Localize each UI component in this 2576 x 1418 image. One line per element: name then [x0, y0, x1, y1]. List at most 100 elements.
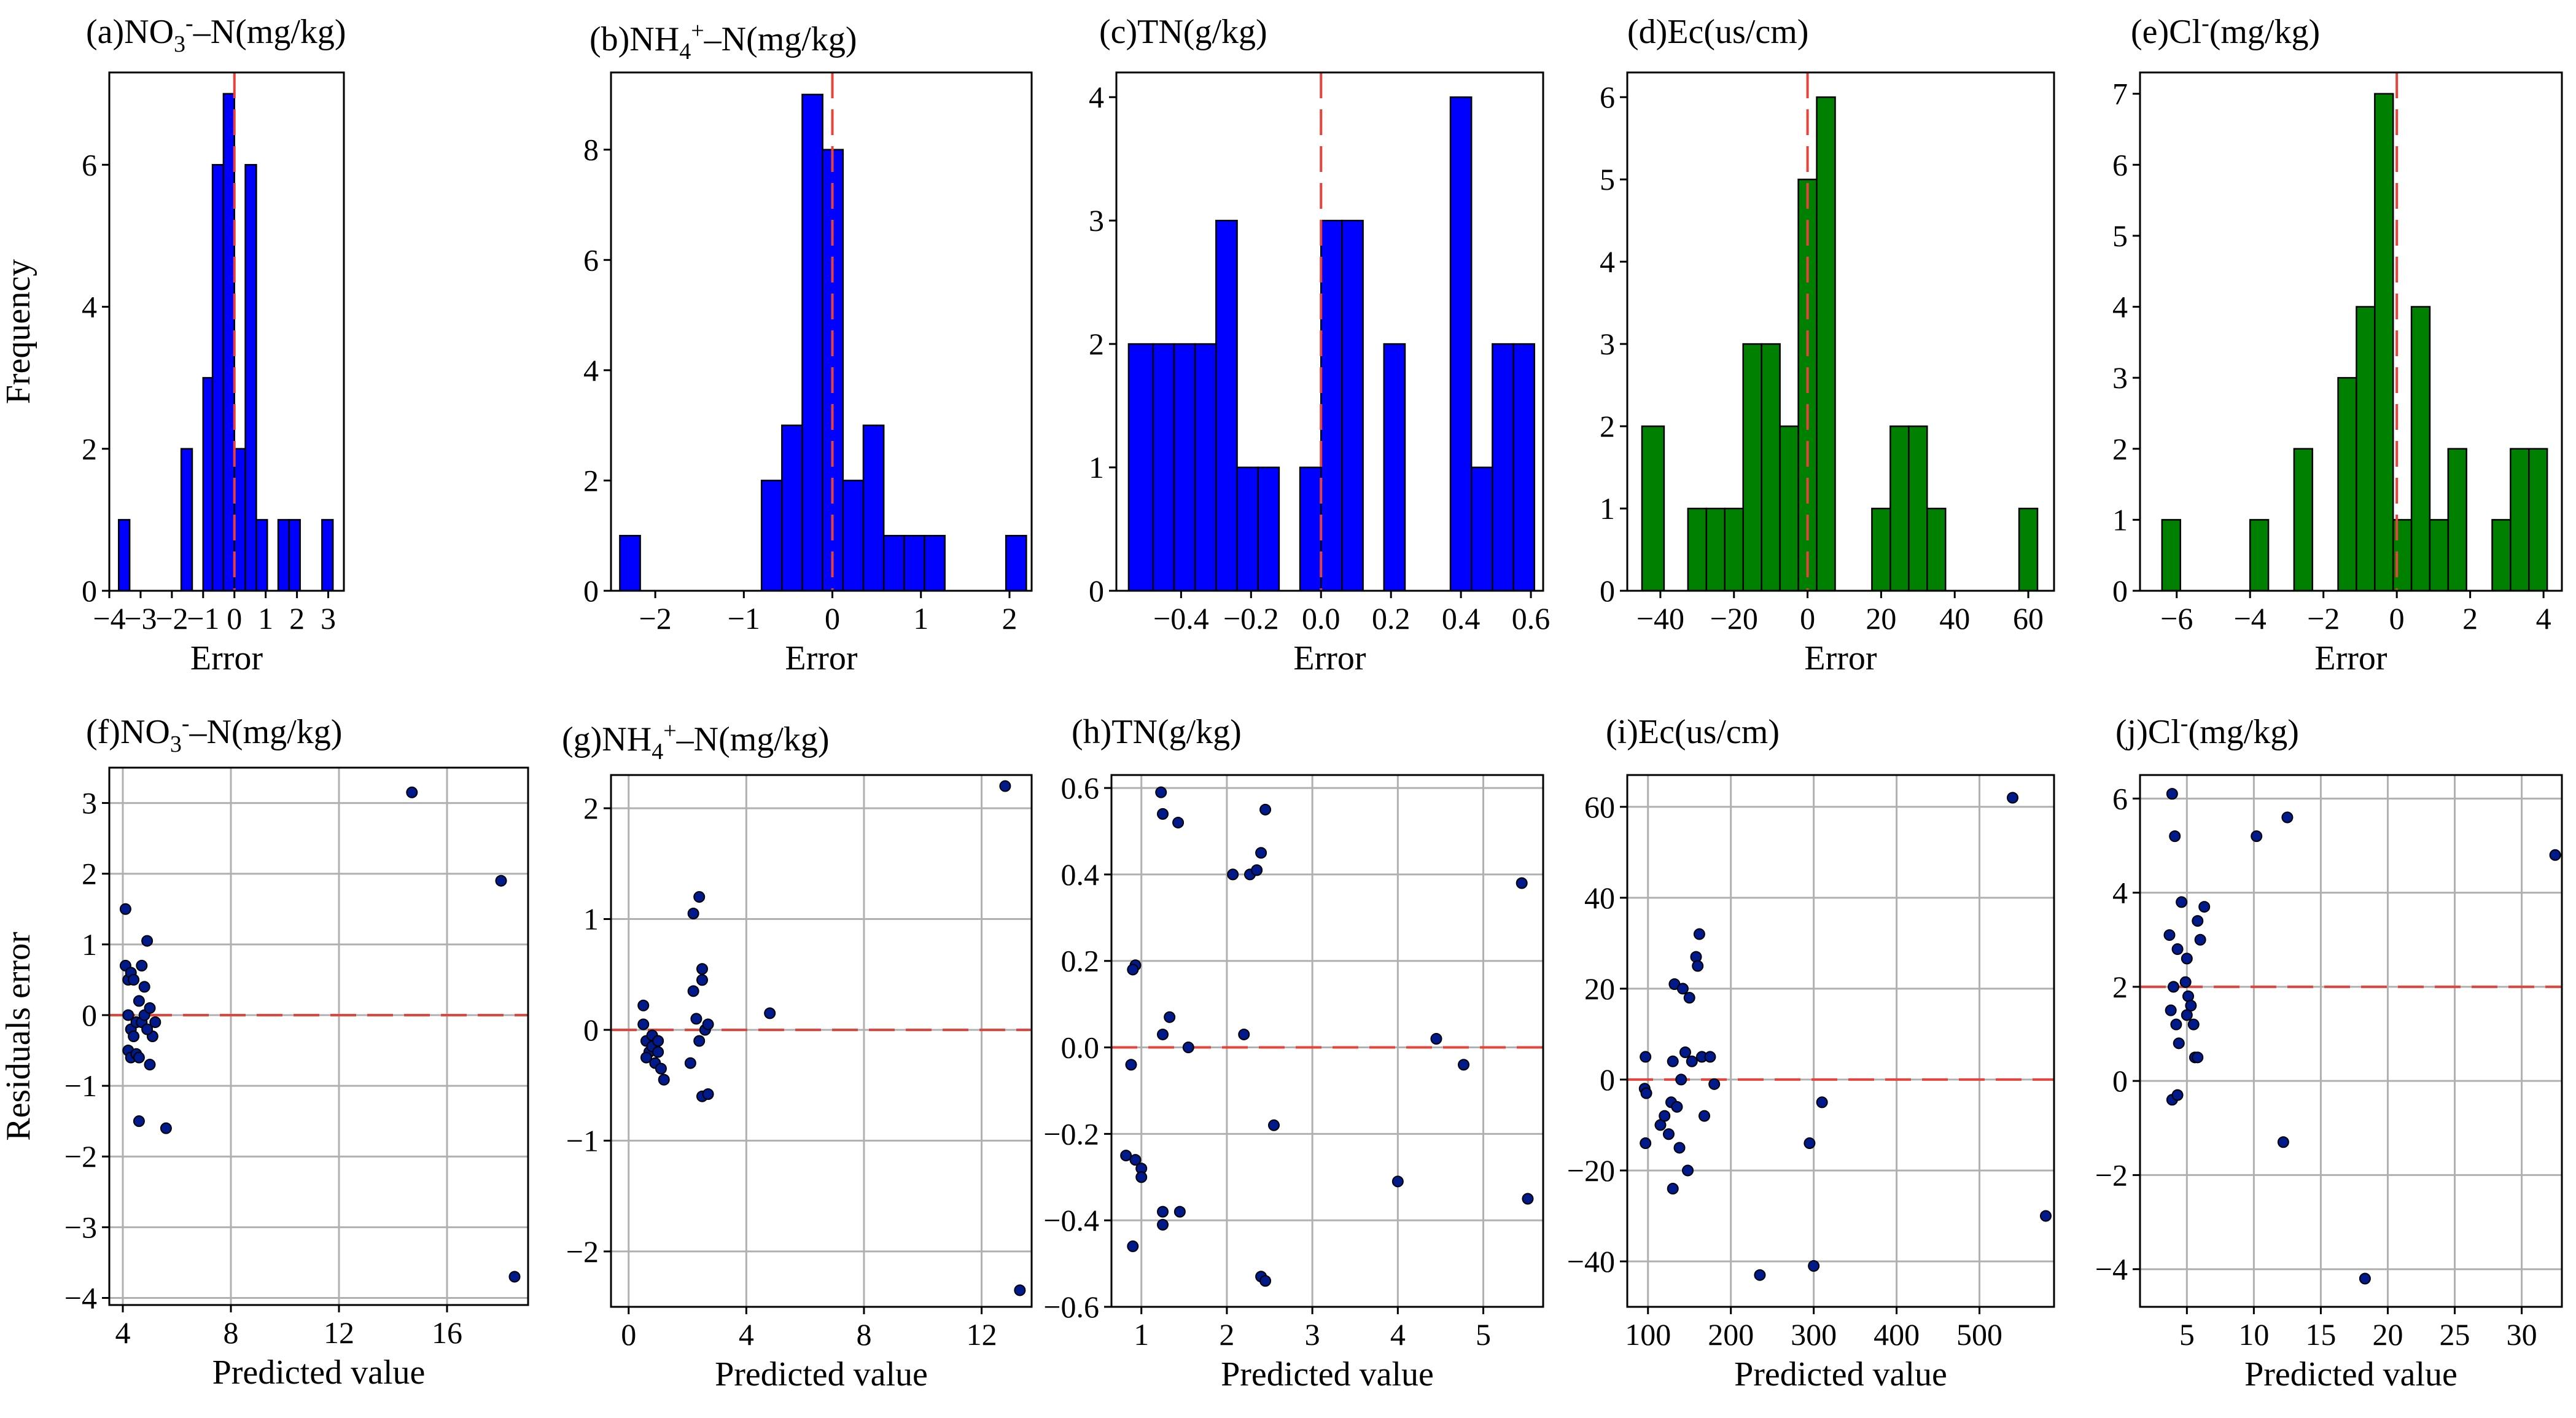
scatter-point — [1157, 1218, 1169, 1231]
scatter-point — [133, 995, 145, 1007]
panel-title-part: –N(mg/kg) — [189, 713, 342, 751]
histogram-bar — [321, 519, 334, 592]
scatter-point — [144, 1059, 156, 1071]
histogram-bar — [202, 376, 214, 592]
histogram-bar — [180, 448, 193, 592]
y-tick-label: 4 — [1089, 80, 1104, 114]
plot-frame — [1626, 71, 2055, 592]
panel-title-part: 4 — [679, 39, 691, 64]
scatter-point — [764, 1007, 776, 1019]
x-axis-title: Error — [1293, 639, 1366, 677]
scatter-point — [2040, 1210, 2052, 1222]
y-tick-label: −2 — [2095, 1158, 2128, 1192]
x-axis-title: Error — [2314, 639, 2387, 677]
histogram-bar — [862, 424, 885, 592]
y-tick-label: 0 — [82, 998, 97, 1032]
scatter-point — [133, 1115, 145, 1128]
y-tick-label: 1 — [1089, 450, 1104, 485]
scatter-point — [1238, 1028, 1250, 1040]
histogram-bar — [1320, 219, 1343, 592]
scatter-point — [2281, 811, 2294, 824]
scatter-point — [1259, 1275, 1272, 1287]
panel-title-part: 4 — [652, 739, 663, 765]
scatter-point — [2277, 1136, 2289, 1148]
y-tick-label: −2 — [566, 1234, 599, 1269]
histogram-bar — [1341, 219, 1364, 592]
x-tick-label: 500 — [1956, 1317, 2002, 1352]
scatter-point — [1659, 1110, 1671, 1122]
x-tick-label: 10 — [2238, 1317, 2269, 1352]
scatter-point — [119, 903, 131, 915]
histogram-bar — [1152, 343, 1175, 592]
scatter-point — [1808, 1260, 1820, 1272]
y-tick-label: 2 — [82, 432, 97, 466]
scatter-point — [1704, 1051, 1716, 1063]
histogram-bar — [1779, 425, 1799, 592]
scatter-point — [1173, 1206, 1186, 1218]
y-tick-label: 0.0 — [1061, 1030, 1100, 1065]
histogram-bar — [222, 93, 235, 592]
scatter-point — [652, 1035, 664, 1047]
histogram-bar — [2491, 519, 2512, 592]
scatter-point — [1675, 1073, 1687, 1086]
y-tick-label: 3 — [2112, 360, 2128, 395]
panel-title: (h)TN(g/kg) — [1072, 713, 1242, 751]
x-tick-label: 4 — [1390, 1317, 1406, 1352]
x-tick-label: 3 — [321, 601, 336, 636]
panel-title-part: - — [185, 10, 193, 36]
x-tick-label: 100 — [1625, 1317, 1671, 1352]
x-tick-label: −4 — [2234, 601, 2267, 636]
scatter-point — [136, 959, 148, 972]
x-tick-label: 0.2 — [1372, 601, 1411, 636]
plot-frame — [1626, 774, 2055, 1308]
histogram-bar — [2249, 519, 2270, 592]
x-axis-title: Predicted value — [2244, 1355, 2457, 1393]
scatter-point — [2179, 976, 2192, 988]
y-tick-label: −1 — [64, 1069, 97, 1103]
y-tick-label: 2 — [2112, 970, 2128, 1004]
histogram-bar — [288, 519, 301, 592]
histogram-bar — [255, 519, 268, 592]
panel-title-part: (c)TN(g/kg) — [1099, 13, 1267, 51]
histogram-bar — [1173, 343, 1196, 592]
histogram-bar — [1742, 343, 1762, 592]
scatter-point — [2165, 1004, 2177, 1016]
histogram-bar — [924, 534, 946, 592]
panel-j-residual-scatter-cl: (j)Cl-(mg/kg) 5 10 15 20 25 30 −4 −2 0 2 4 6 Predicte… — [2095, 711, 2563, 1393]
histogram-bar — [842, 480, 865, 592]
x-tick-label: 1 — [1134, 1317, 1149, 1352]
scatter-point — [702, 1018, 714, 1030]
x-tick-label: 3 — [1305, 1317, 1320, 1352]
scatter-point — [1516, 877, 1528, 889]
x-tick-label: 0 — [2389, 601, 2405, 636]
scatter-point — [684, 1057, 696, 1069]
x-tick-label: 200 — [1708, 1317, 1754, 1352]
panel-title: (i)Ec(us/cm) — [1606, 713, 1780, 751]
scatter-point — [1683, 992, 1695, 1004]
x-tick-label: 0 — [825, 601, 840, 636]
scatter-point — [652, 1046, 664, 1058]
x-axis-title: Predicted value — [1221, 1355, 1434, 1393]
x-axis-title: Error — [785, 639, 858, 677]
histogram-bar — [781, 424, 803, 592]
x-tick-label: 0 — [1800, 601, 1815, 636]
y-tick-label: 5 — [2112, 219, 2128, 253]
panel-title: (f)NO3-–N(mg/kg) — [86, 711, 342, 757]
panel-title-part: - — [2181, 711, 2189, 736]
scatter-point — [1127, 1240, 1139, 1252]
y-tick-label: 20 — [1584, 972, 1615, 1006]
panel-title-part: –N(mg/kg) — [704, 20, 857, 58]
scatter-point — [1458, 1059, 1470, 1071]
histogram-bar — [1926, 507, 1947, 592]
scatter-point — [1640, 1051, 1652, 1063]
y-tick-label: 1 — [82, 927, 97, 962]
y-tick-label: 4 — [82, 290, 97, 324]
y-tick-label: −0.2 — [1043, 1116, 1099, 1151]
x-tick-label: 1 — [913, 601, 928, 636]
panel-title-part: (f)NO — [86, 713, 170, 751]
scatter-point — [1640, 1087, 1652, 1099]
x-tick-label: 2 — [1219, 1317, 1234, 1352]
x-tick-label: 0 — [227, 601, 242, 636]
histogram-bar — [1908, 425, 1928, 592]
